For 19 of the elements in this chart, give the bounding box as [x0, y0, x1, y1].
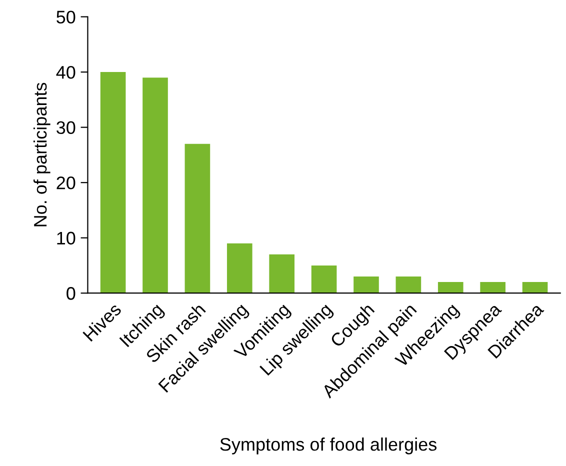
bar [396, 276, 422, 294]
bar [226, 243, 252, 294]
bar [438, 282, 464, 294]
bar [480, 282, 506, 294]
y-tick-label: 50 [56, 10, 76, 24]
y-tick-label: 30 [56, 121, 76, 134]
y-tick-label: 0 [66, 287, 76, 300]
bar [142, 78, 168, 294]
bar [184, 144, 210, 294]
y-tick-label: 20 [56, 176, 76, 190]
x-axis-title: Symptoms of food allergies [220, 438, 437, 454]
bar [269, 254, 294, 294]
y-tick-label: 40 [56, 66, 76, 79]
bar [354, 276, 379, 294]
y-axis-title: No. of participants [33, 82, 50, 226]
y-tick-label: 10 [57, 232, 76, 245]
bar [522, 282, 548, 294]
bar [311, 265, 337, 294]
bar [100, 72, 126, 294]
